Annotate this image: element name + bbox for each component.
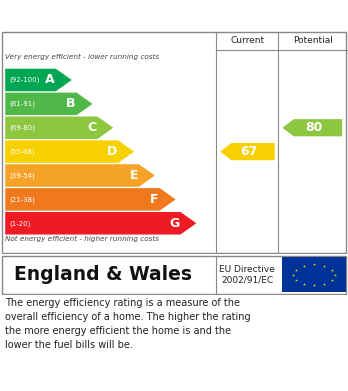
Polygon shape (5, 212, 196, 235)
Text: A: A (45, 74, 55, 86)
Text: (92-100): (92-100) (9, 77, 40, 83)
Text: G: G (169, 217, 180, 230)
Text: D: D (107, 145, 117, 158)
Text: (1-20): (1-20) (9, 220, 31, 226)
Polygon shape (220, 143, 275, 160)
Text: (39-54): (39-54) (9, 172, 35, 179)
Polygon shape (5, 140, 134, 163)
Text: Potential: Potential (293, 36, 333, 45)
Text: 2002/91/EC: 2002/91/EC (221, 275, 274, 284)
Polygon shape (5, 69, 72, 91)
Text: Very energy efficient - lower running costs: Very energy efficient - lower running co… (5, 54, 159, 60)
Text: Not energy efficient - higher running costs: Not energy efficient - higher running co… (5, 236, 159, 242)
Text: Current: Current (230, 36, 264, 45)
Text: E: E (129, 169, 138, 182)
Text: 67: 67 (240, 145, 257, 158)
Text: EU Directive: EU Directive (220, 265, 275, 274)
Polygon shape (5, 93, 93, 115)
Text: B: B (66, 97, 76, 110)
Bar (282, 257, 346, 292)
Text: F: F (150, 193, 159, 206)
Text: (55-68): (55-68) (9, 148, 35, 155)
Polygon shape (5, 164, 155, 187)
Text: (69-80): (69-80) (9, 124, 35, 131)
Text: C: C (87, 121, 96, 134)
Polygon shape (5, 117, 113, 139)
Text: The energy efficiency rating is a measure of the
overall efficiency of a home. T: The energy efficiency rating is a measur… (5, 298, 251, 350)
Text: (21-38): (21-38) (9, 196, 35, 203)
Polygon shape (283, 119, 342, 136)
Text: (81-91): (81-91) (9, 100, 35, 107)
Text: Energy Efficiency Rating: Energy Efficiency Rating (10, 8, 220, 23)
Polygon shape (5, 188, 176, 211)
Text: England & Wales: England & Wales (14, 265, 192, 284)
Text: 80: 80 (305, 121, 322, 134)
